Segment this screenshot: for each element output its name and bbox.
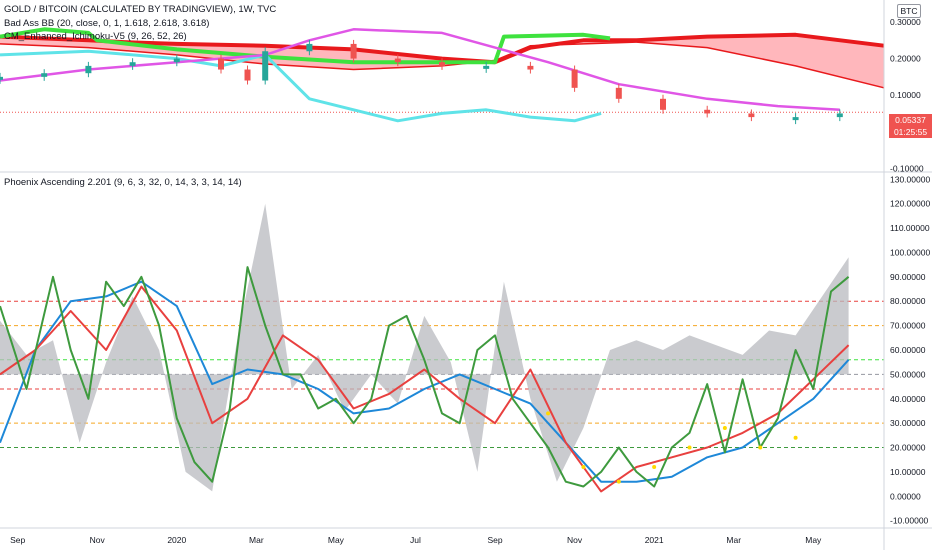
candle-body <box>85 65 92 74</box>
candle-body <box>571 69 578 88</box>
osc-yellow-dot <box>793 435 798 440</box>
price-y-tick-label: -0.10000 <box>890 163 924 173</box>
candle-body <box>660 98 666 110</box>
osc-gray-area <box>0 203 849 492</box>
osc-series-green_line <box>0 266 850 488</box>
ichimoku-legend: CM_Enhanced_Ichimoku-V5 (9, 26, 52, 26) <box>4 31 187 42</box>
osc-y-tick-label: 90.00000 <box>890 272 926 282</box>
osc-y-tick-label: 30.00000 <box>890 418 926 428</box>
x-tick-label: May <box>328 535 345 545</box>
x-tick-label: 2020 <box>167 535 186 545</box>
x-tick-label: Nov <box>567 535 583 545</box>
candle-body <box>527 65 534 70</box>
x-tick-label: Mar <box>726 535 741 545</box>
candle-body <box>173 58 180 63</box>
osc-y-tick-label: 60.00000 <box>890 345 926 355</box>
osc-yellow-dot <box>687 445 692 450</box>
candle-body <box>129 62 136 66</box>
candle-body <box>218 58 224 70</box>
price-y-tick-label: 0.10000 <box>890 90 921 100</box>
osc-y-tick-label: 70.00000 <box>890 321 926 331</box>
x-tick-label: Jul <box>410 535 421 545</box>
bb-legend: Bad Ass BB (20, close, 0, 1, 1.618, 2.61… <box>4 18 210 29</box>
osc-y-tick-label: 130.00000 <box>890 174 930 184</box>
currency-badge[interactable]: BTC <box>897 4 921 18</box>
osc-series-blue_line <box>0 280 850 483</box>
candle-body <box>748 113 755 118</box>
price-y-tick-label: 0.30000 <box>890 17 921 27</box>
candle-body <box>615 87 622 99</box>
osc-yellow-dot <box>581 465 586 470</box>
candle-body <box>41 73 48 77</box>
candle-body <box>439 62 445 66</box>
osc-y-tick-label: -10.00000 <box>890 516 929 526</box>
x-tick-label: Sep <box>10 535 25 545</box>
main-title: GOLD / BITCOIN (CALCULATED BY TRADINGVIE… <box>4 4 277 15</box>
osc-y-tick-label: 120.00000 <box>890 199 930 209</box>
x-tick-label: Nov <box>90 535 106 545</box>
osc-y-tick-label: 110.00000 <box>890 223 930 233</box>
osc-yellow-dot <box>652 465 657 470</box>
osc-yellow-dot <box>758 445 763 450</box>
last-price-badge: 0.05337 <box>889 114 932 126</box>
candle-body <box>262 51 269 81</box>
osc-yellow-dot <box>616 479 621 484</box>
candle-body <box>244 69 251 81</box>
candle-body <box>792 117 799 121</box>
candle-body <box>483 65 490 69</box>
osc-y-tick-label: 10.00000 <box>890 467 926 477</box>
oscillator-panel[interactable] <box>0 203 884 493</box>
osc-y-tick-label: 20.00000 <box>890 443 926 453</box>
phoenix-legend: Phoenix Ascending 2.201 (9, 6, 3, 32, 0,… <box>4 177 242 188</box>
candle-body <box>306 43 313 52</box>
osc-y-tick-label: 0.00000 <box>890 491 921 501</box>
osc-yellow-dot <box>722 426 727 431</box>
countdown-badge: 01:25:55 <box>889 126 932 138</box>
candle-body <box>350 43 357 59</box>
x-tick-label: 2021 <box>645 535 664 545</box>
candle-body <box>0 76 3 80</box>
price-panel[interactable] <box>0 27 885 125</box>
candle-body <box>704 109 711 114</box>
osc-y-tick-label: 50.00000 <box>890 369 926 379</box>
osc-y-tick-label: 80.00000 <box>890 296 926 306</box>
osc-y-tick-label: 40.00000 <box>890 394 926 404</box>
candle-body <box>836 113 843 118</box>
candle-body <box>394 58 401 63</box>
osc-yellow-dot <box>546 411 551 416</box>
price-y-tick-label: 0.20000 <box>890 54 921 64</box>
x-tick-label: Sep <box>487 535 502 545</box>
osc-series-red_line <box>0 285 850 493</box>
x-tick-label: May <box>805 535 822 545</box>
osc-y-tick-label: 100.00000 <box>890 247 930 257</box>
x-tick-label: Mar <box>249 535 264 545</box>
